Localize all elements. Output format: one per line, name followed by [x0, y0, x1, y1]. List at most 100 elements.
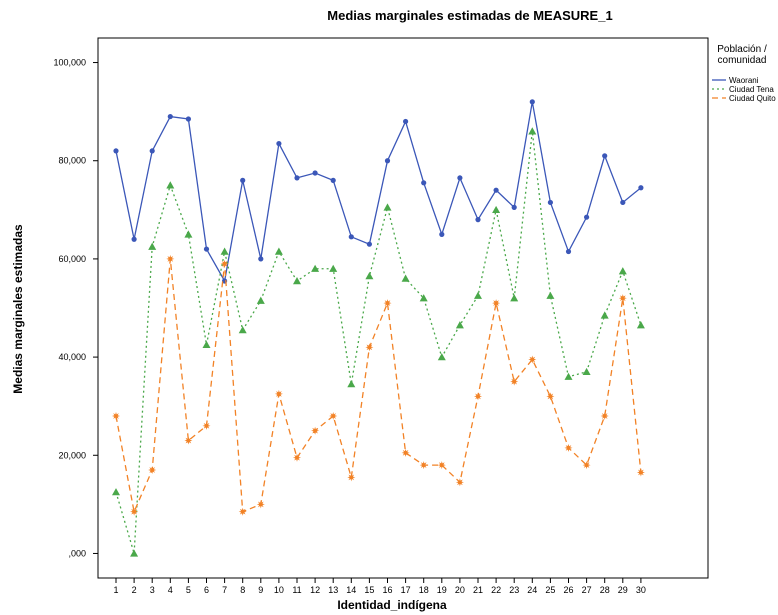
data-point	[618, 294, 627, 303]
data-point	[294, 175, 300, 181]
data-point	[131, 236, 137, 242]
data-point	[547, 199, 554, 206]
data-point	[365, 343, 374, 352]
data-point	[546, 291, 555, 299]
data-point	[293, 453, 301, 462]
y-tick-label: 60,000	[58, 254, 86, 264]
data-point	[274, 247, 283, 255]
x-tick-label: 1	[113, 585, 118, 595]
x-tick-label: 10	[274, 585, 284, 595]
data-point	[401, 448, 410, 457]
series-line	[115, 131, 642, 554]
y-axis: ,000 20,000 40,000 60,000 80,000 100,000	[53, 58, 98, 558]
data-point	[130, 549, 139, 557]
legend-entry: Ciudad Tena	[712, 85, 774, 94]
data-point	[546, 392, 555, 401]
series-layer	[112, 99, 645, 557]
data-point	[274, 389, 283, 398]
x-tick-label: 4	[168, 585, 173, 595]
data-point	[148, 242, 157, 250]
data-point	[203, 246, 210, 252]
x-tick-label: 7	[222, 585, 227, 595]
data-point	[256, 296, 265, 304]
data-point	[474, 392, 482, 401]
data-point	[419, 294, 428, 302]
data-point	[564, 372, 573, 380]
data-point	[202, 340, 211, 349]
data-point	[475, 217, 481, 223]
data-point	[492, 299, 501, 308]
data-point	[311, 264, 320, 272]
legend-label: Ciudad Tena	[729, 85, 774, 94]
x-tick-label: 24	[527, 585, 537, 595]
series-ciudad-tena	[112, 127, 645, 557]
data-point	[493, 187, 499, 193]
data-point	[455, 321, 464, 329]
data-point	[437, 353, 446, 361]
data-point	[638, 185, 644, 191]
x-tick-label: 25	[545, 585, 555, 595]
series-ciudad-quito	[112, 254, 645, 516]
x-tick-label: 26	[563, 585, 573, 595]
x-tick-label: 15	[364, 585, 374, 595]
data-point	[384, 158, 391, 164]
legend-label: Waorani	[729, 76, 759, 85]
data-point	[636, 321, 645, 329]
data-point	[276, 140, 282, 147]
x-tick-label: 23	[509, 585, 519, 595]
data-point	[421, 180, 427, 186]
data-point	[149, 148, 155, 154]
chart-title: Medias marginales estimadas de MEASURE_1	[327, 8, 612, 23]
x-tick-label: 6	[204, 585, 209, 595]
data-point	[582, 461, 591, 470]
x-tick-label: 5	[186, 585, 191, 595]
series-line	[115, 101, 642, 283]
x-axis-label: Identidad_indígena	[337, 598, 447, 612]
data-point	[312, 170, 318, 176]
data-point	[238, 326, 247, 334]
data-point	[184, 230, 193, 238]
data-point	[311, 426, 320, 435]
data-point	[112, 488, 120, 496]
data-point	[403, 118, 409, 125]
data-point	[565, 248, 572, 255]
data-point	[564, 443, 573, 452]
data-point	[618, 267, 627, 275]
data-point	[600, 412, 609, 420]
data-point	[510, 377, 519, 386]
data-point	[348, 234, 354, 240]
y-tick-label: 20,000	[58, 450, 86, 460]
data-point	[457, 175, 463, 181]
data-point	[528, 355, 537, 364]
data-point	[113, 148, 119, 154]
y-tick-label: ,000	[68, 548, 86, 558]
series-line	[115, 258, 642, 514]
legend-entry: Ciudad Quito	[712, 94, 776, 103]
data-point	[347, 380, 356, 388]
data-point	[293, 277, 301, 285]
x-tick-label: 21	[473, 585, 483, 595]
data-point	[584, 214, 590, 220]
data-point	[365, 272, 374, 280]
data-point	[329, 412, 338, 420]
y-tick-label: 100,000	[53, 58, 86, 68]
data-point	[582, 367, 591, 376]
data-point	[437, 461, 446, 470]
data-point	[620, 199, 626, 206]
data-point	[366, 241, 372, 247]
data-point	[329, 264, 338, 272]
y-tick-label: 40,000	[58, 352, 86, 362]
data-point	[439, 231, 445, 237]
x-tick-label: 28	[600, 585, 610, 595]
data-point	[636, 468, 645, 477]
data-point	[258, 256, 264, 262]
data-point	[383, 299, 392, 308]
data-point	[510, 294, 519, 302]
data-point	[383, 203, 392, 211]
data-point	[474, 291, 482, 299]
data-point	[220, 247, 229, 255]
x-tick-label: 8	[240, 585, 245, 595]
x-tick-label: 9	[258, 585, 263, 595]
x-tick-label: 11	[292, 585, 301, 595]
